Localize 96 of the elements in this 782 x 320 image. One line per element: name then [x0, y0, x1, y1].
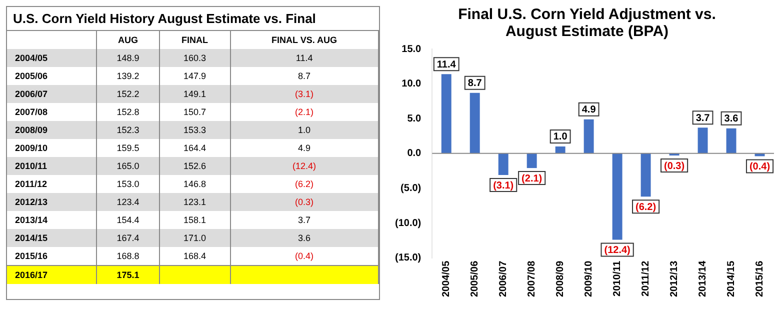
data-label: (6.2): [636, 202, 656, 213]
data-label: (2.1): [522, 173, 542, 184]
data-label: 146.8: [159, 175, 230, 193]
data-label: (0.4): [230, 247, 378, 266]
series-label: AUG: [96, 31, 160, 49]
data-label: 152.3: [96, 121, 160, 139]
x-tick-label: 2007/08: [526, 260, 538, 298]
y-tick-label: 0.0: [407, 148, 422, 160]
data-label: 11.4: [436, 59, 456, 70]
category-label: 2005/06: [7, 67, 97, 85]
data-label: 167.4: [96, 229, 160, 247]
data-label: 158.1: [159, 211, 230, 229]
data-label: 153.3: [159, 121, 230, 139]
y-tick-label: (10.0): [395, 218, 422, 229]
data-label: 8.7: [230, 67, 378, 85]
category-label: 2004/05: [7, 49, 97, 67]
x-tick-label: 2011/12: [640, 260, 652, 296]
x-tick-label: 2005/06: [470, 260, 481, 298]
data-label: 152.2: [96, 85, 160, 103]
data-label: 4.9: [230, 139, 378, 157]
bar: [612, 153, 622, 240]
x-tick-label: 2008/09: [555, 260, 566, 298]
data-label: (3.1): [230, 85, 378, 103]
data-label: (12.4): [604, 245, 630, 256]
data-label: 139.2: [96, 67, 160, 85]
data-label: 123.4: [96, 193, 160, 211]
series-label: FINAL VS. AUG: [230, 31, 378, 49]
data-label: 148.9: [96, 49, 160, 67]
data-label: 4.9: [582, 104, 596, 116]
category-label: 2012/13: [7, 193, 97, 211]
category-label: 2016/17: [7, 266, 97, 284]
x-tick-label: 2006/07: [498, 260, 510, 298]
data-label: 160.3: [159, 49, 230, 67]
y-tick-label: 15.0: [402, 44, 422, 55]
data-label: 150.7: [159, 103, 230, 121]
bar: [555, 146, 566, 154]
category-label: 2014/15: [7, 229, 97, 247]
data-label: 11.4: [230, 49, 378, 67]
bar: [640, 153, 651, 197]
x-tick-label: 2014/15: [726, 260, 738, 298]
x-tick-label: 2004/05: [441, 260, 452, 298]
data-label: 168.8: [96, 247, 160, 266]
data-label: (0.3): [664, 160, 685, 172]
category-label: 2010/11: [7, 157, 97, 175]
y-tick-label: (15.0): [395, 252, 422, 264]
bar: [441, 74, 452, 154]
data-label: 147.9: [159, 67, 230, 85]
data-label: 1.0: [230, 121, 378, 139]
data-label: 3.6: [230, 229, 378, 247]
category-label: 2015/16: [7, 247, 97, 266]
data-label: 164.4: [159, 139, 230, 157]
data-label: 3.7: [230, 211, 378, 229]
data-label: (0.3): [230, 193, 378, 211]
data-label: 3.7: [696, 112, 710, 124]
category-label: 2007/08: [7, 103, 97, 121]
bar: [470, 92, 480, 154]
bar: [698, 128, 708, 154]
data-label: (0.4): [749, 161, 770, 172]
data-label: (6.2): [230, 175, 378, 193]
x-tick-label: 2009/10: [584, 260, 595, 298]
data-label: 8.7: [468, 78, 482, 90]
data-label: 123.1: [159, 193, 230, 211]
data-label: 153.0: [96, 175, 160, 193]
category-label: 2011/12: [7, 175, 97, 193]
category-label: 2009/10: [7, 139, 97, 157]
data-label: 1.0: [553, 132, 568, 143]
data-label: 168.4: [159, 247, 230, 266]
category-label: 2006/07: [7, 85, 97, 103]
x-tick-label: 2013/14: [698, 260, 709, 298]
y-tick-label: 10.0: [402, 78, 422, 90]
x-tick-label: 2012/13: [669, 260, 680, 298]
x-tick-label: 2015/16: [754, 260, 766, 298]
y-tick-label: (5.0): [400, 182, 422, 194]
data-label: 154.4: [96, 211, 160, 229]
bar: [526, 153, 537, 168]
bar: [498, 153, 508, 176]
data-label: (2.1): [230, 103, 378, 121]
y-tick-label: 5.0: [407, 113, 422, 124]
data-label: 171.0: [159, 229, 230, 247]
data-label: 149.1: [159, 85, 230, 103]
data-label: (12.4): [230, 157, 378, 175]
bar: [584, 119, 594, 154]
series-label: FINAL: [159, 31, 230, 49]
category-label: 2008/09: [7, 121, 97, 139]
x-tick-label: 2010/11: [612, 260, 624, 296]
data-label: (3.1): [493, 180, 514, 192]
category-label: 2013/14: [7, 211, 97, 229]
data-label: 165.0: [96, 157, 160, 175]
data-label: 152.6: [159, 157, 230, 175]
data-label: 3.6: [724, 114, 739, 125]
bar: [726, 128, 736, 154]
data-label: 159.5: [96, 139, 160, 157]
data-label: 152.8: [96, 103, 160, 121]
data-label: 175.1: [96, 266, 160, 284]
chart-title: Final U.S. Corn Yield Adjustment vs. August Estimate (BPA): [457, 5, 717, 40]
text: U.S. Corn Yield History August Estimate vs. Final: [7, 7, 379, 31]
